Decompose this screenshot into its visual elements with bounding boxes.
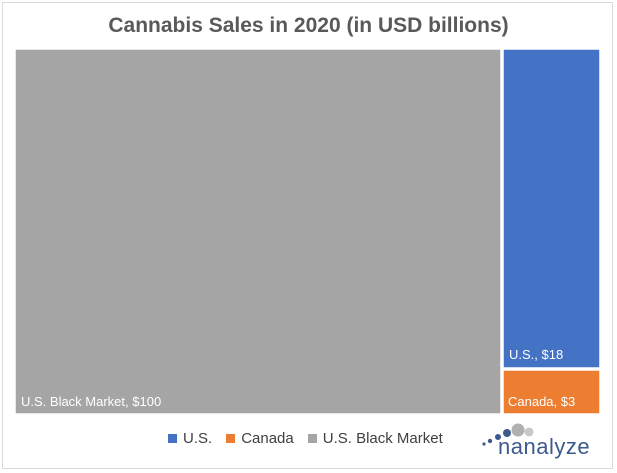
nanalyze-logo: nanalyze — [478, 420, 610, 464]
tile-canada — [502, 369, 601, 415]
legend: U.S. Canada U.S. Black Market — [168, 430, 457, 447]
legend-label-us: U.S. — [183, 430, 213, 447]
tile-label-canada: Canada, $3 — [508, 394, 575, 409]
logo-text: nanalyze — [498, 434, 591, 459]
logo-dots-icon — [482, 423, 534, 446]
tile-us-black-market — [14, 48, 502, 415]
legend-item-us-black-market: U.S. Black Market — [307, 430, 443, 447]
legend-item-us: U.S. — [168, 430, 212, 447]
legend-swatch-us-black-market — [307, 434, 317, 443]
legend-swatch-us — [168, 434, 177, 443]
tile-us — [502, 48, 601, 369]
legend-item-canada: Canada — [226, 430, 294, 447]
tile-label-us-black-market: U.S. Black Market, $100 — [21, 394, 161, 409]
chart-title: Cannabis Sales in 2020 (in USD billions) — [108, 14, 509, 37]
legend-swatch-canada — [226, 434, 236, 443]
legend-label-canada: Canada — [241, 430, 294, 447]
tile-label-us: U.S., $18 — [509, 347, 563, 362]
legend-label-us-black-market: U.S. Black Market — [322, 430, 443, 447]
